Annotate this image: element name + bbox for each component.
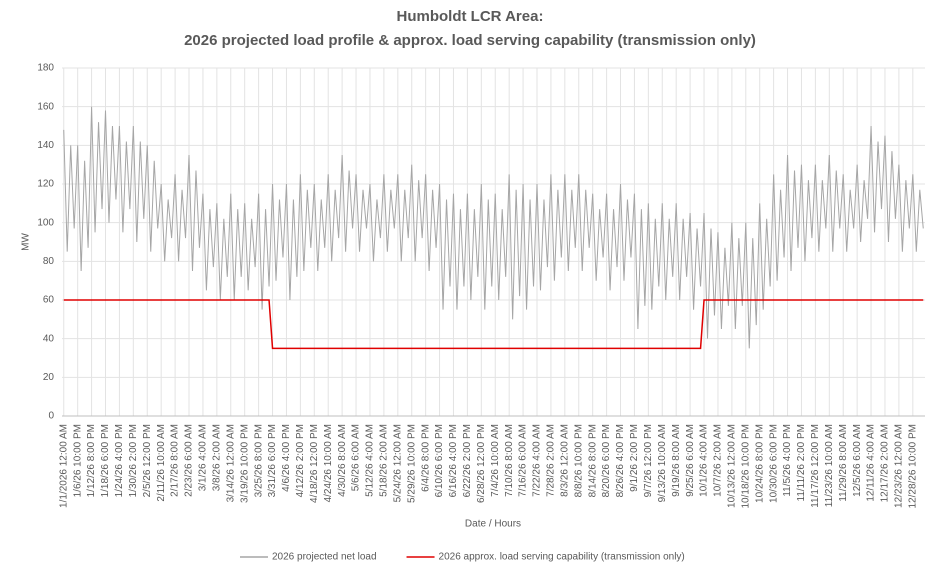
x-tick-label: 2/11/26 10:00 AM (156, 424, 167, 502)
x-tick-label: 12/23/26 12:00 AM (894, 424, 905, 508)
x-tick-label: 11/11/26 2:00 PM (796, 424, 807, 501)
x-tick-label: 10/24/26 8:00 PM (754, 424, 765, 503)
x-tick-label: 11/23/26 10:00 AM (824, 424, 835, 507)
x-tick-label: 6/22/26 2:00 PM (462, 424, 473, 497)
x-tick-label: 1/12/26 8:00 PM (86, 424, 97, 497)
x-tick-label: 5/29/26 10:00 PM (406, 424, 417, 503)
x-tick-label: 10/7/26 2:00 AM (713, 424, 724, 497)
x-tick-label: 6/10/26 6:00 PM (434, 424, 445, 497)
y-tick-label: 100 (37, 217, 54, 228)
x-tick-label: 2/23/26 6:00 AM (184, 424, 195, 497)
y-tick-label: 40 (43, 333, 55, 344)
x-tick-label: 12/5/26 6:00 AM (852, 424, 863, 497)
x-tick-label: 9/25/26 6:00 AM (685, 424, 696, 497)
x-tick-label: 10/18/26 10:00 PM (740, 424, 751, 509)
x-tick-label: 7/4/26 10:00 AM (490, 424, 501, 497)
y-tick-label: 140 (37, 140, 54, 151)
x-tick-label: 9/13/26 10:00 AM (657, 424, 668, 502)
x-tick-label: 10/13/26 12:00 AM (727, 424, 738, 508)
x-tick-label: 8/26/26 4:00 PM (615, 424, 626, 497)
x-tick-label: 11/17/26 12:00 PM (810, 424, 821, 508)
series-line (63, 299, 924, 350)
x-tick-label: 12/17/26 2:00 AM (880, 424, 891, 502)
legend-label: 2026 approx. load serving capability (tr… (439, 552, 685, 563)
y-tick-label: 120 (37, 179, 54, 190)
x-tick-label: 3/25/26 8:00 PM (253, 424, 264, 497)
x-tick-label: 4/12/26 2:00 PM (295, 424, 306, 497)
x-tick-label: 7/10/26 8:00 AM (504, 424, 515, 497)
y-tick-label: 0 (48, 411, 54, 422)
x-tick-label: 4/30/26 8:00 AM (337, 424, 348, 497)
x-tick-label: 8/14/26 8:00 PM (587, 424, 598, 497)
y-tick-label: 160 (37, 101, 54, 112)
x-tick-label: 5/6/26 6:00 AM (351, 424, 362, 491)
x-tick-label: 2/17/26 8:00 AM (170, 424, 181, 497)
x-tick-label: 3/1/26 4:00 AM (198, 424, 209, 491)
x-tick-label: 8/8/26 10:00 PM (573, 424, 584, 497)
x-tick-label: 12/11/26 4:00 AM (866, 424, 877, 502)
x-tick-label: 6/16/26 4:00 PM (448, 424, 459, 497)
x-tick-label: 7/28/26 2:00 AM (546, 424, 557, 497)
x-tick-label: 6/4/26 8:00 PM (420, 424, 431, 492)
chart-title: Humboldt LCR Area: (397, 8, 544, 25)
x-tick-label: 7/16/26 6:00 AM (518, 424, 529, 497)
x-tick-label: 3/14/26 12:00 AM (225, 424, 236, 502)
x-tick-label: 9/7/26 12:00 PM (643, 424, 654, 497)
y-tick-label: 80 (43, 256, 55, 267)
x-tick-label: 11/29/26 8:00 AM (838, 424, 849, 502)
x-tick-label: 5/24/26 12:00 AM (392, 424, 403, 502)
x-tick-label: 9/19/26 8:00 AM (671, 424, 682, 497)
x-tick-label: 10/1/26 4:00 AM (699, 424, 710, 497)
x-tick-label: 10/30/26 6:00 PM (768, 424, 779, 503)
x-tick-label: 3/31/26 6:00 PM (267, 424, 278, 497)
x-tick-label: 4/18/26 12:00 PM (309, 424, 320, 503)
y-tick-label: 20 (43, 372, 55, 383)
x-tick-label: 7/22/26 4:00 AM (532, 424, 543, 497)
x-tick-label: 8/20/26 6:00 PM (601, 424, 612, 497)
x-tick-label: 4/6/26 4:00 PM (281, 424, 292, 492)
x-tick-label: 1/24/26 4:00 PM (114, 424, 125, 497)
x-tick-label: 8/3/26 12:00 AM (559, 424, 570, 497)
x-tick-label: 3/8/26 2:00 AM (211, 424, 222, 491)
y-tick-label: 60 (43, 295, 55, 306)
x-tick-label: 9/1/26 2:00 PM (629, 424, 640, 492)
series-line (63, 106, 924, 349)
x-tick-label: 1/1/2026 12:00 AM (58, 424, 69, 508)
x-tick-label: 4/24/26 10:00 AM (323, 424, 334, 502)
x-tick-label: 5/18/26 2:00 AM (379, 424, 390, 497)
legend-label: 2026 projected net load (272, 552, 377, 563)
x-tick-label: 1/30/26 2:00 PM (128, 424, 139, 497)
x-tick-label: 1/6/26 10:00 PM (72, 424, 83, 497)
chart-title: 2026 projected load profile & approx. lo… (184, 32, 756, 49)
y-axis-title: MW (21, 233, 32, 251)
x-axis-title: Date / Hours (465, 519, 521, 530)
x-tick-label: 12/28/26 10:00 PM (907, 424, 918, 509)
x-tick-label: 11/5/26 4:00 PM (782, 424, 793, 497)
x-tick-label: 2/5/26 12:00 PM (142, 424, 153, 497)
x-tick-label: 3/19/26 10:00 PM (239, 424, 250, 503)
x-tick-label: 6/28/26 12:00 PM (476, 424, 487, 503)
y-tick-label: 180 (37, 63, 54, 74)
x-tick-label: 5/12/26 4:00 AM (365, 424, 376, 497)
x-tick-label: 1/18/26 6:00 PM (100, 424, 111, 497)
